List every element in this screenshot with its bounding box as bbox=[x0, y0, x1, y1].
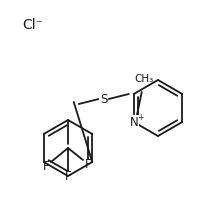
Text: +: + bbox=[137, 112, 144, 121]
Text: F: F bbox=[65, 169, 71, 183]
Text: S: S bbox=[100, 92, 108, 106]
Text: N: N bbox=[129, 116, 138, 128]
Text: F: F bbox=[85, 158, 91, 170]
Text: Cl⁻: Cl⁻ bbox=[22, 18, 43, 32]
Text: CH₃: CH₃ bbox=[134, 74, 153, 84]
Text: F: F bbox=[43, 160, 49, 172]
